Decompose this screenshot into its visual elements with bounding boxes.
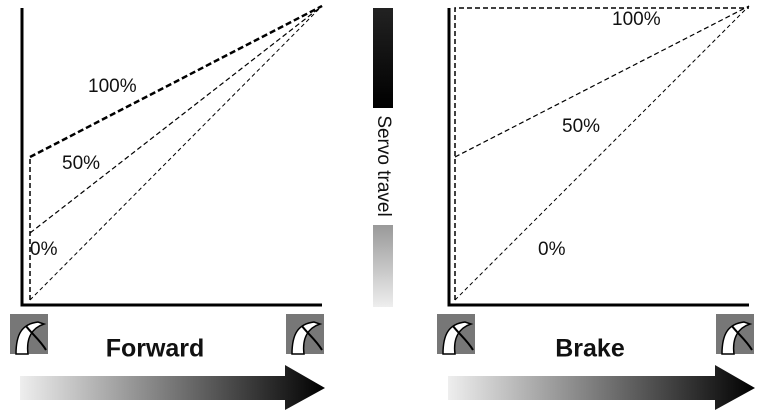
trigger-icon <box>9 313 49 355</box>
curve-label: 100% <box>88 76 137 97</box>
direction-label: Brake <box>555 335 625 363</box>
curve-label: 50% <box>562 116 600 137</box>
axes <box>447 8 749 307</box>
direction-arrow <box>20 365 325 410</box>
trigger-icon <box>715 313 755 355</box>
curve-100 <box>29 4 323 159</box>
direction-label: Forward <box>106 335 205 363</box>
trigger-icon <box>285 313 325 355</box>
curve-0 <box>454 5 750 301</box>
forward-panel: 100% 50% 0% Forward <box>9 4 325 410</box>
curve-label: 0% <box>538 239 566 260</box>
curve-50 <box>454 5 750 158</box>
axes <box>20 8 322 307</box>
servo-scale: Servo travel <box>373 8 394 307</box>
curve-0 <box>29 5 323 301</box>
brake-panel: 100% 50% 0% Brake <box>436 5 755 410</box>
servo-bar-bottom <box>373 225 393 307</box>
direction-arrow <box>448 365 755 410</box>
servo-axis-label: Servo travel <box>373 115 394 216</box>
curve-label: 50% <box>62 153 100 174</box>
servo-bar-top <box>373 8 393 108</box>
trigger-icon <box>436 313 476 355</box>
curve-50 <box>29 5 323 234</box>
curve-label: 0% <box>30 239 58 260</box>
curve-label: 100% <box>612 9 661 30</box>
curve-100 <box>454 7 749 300</box>
